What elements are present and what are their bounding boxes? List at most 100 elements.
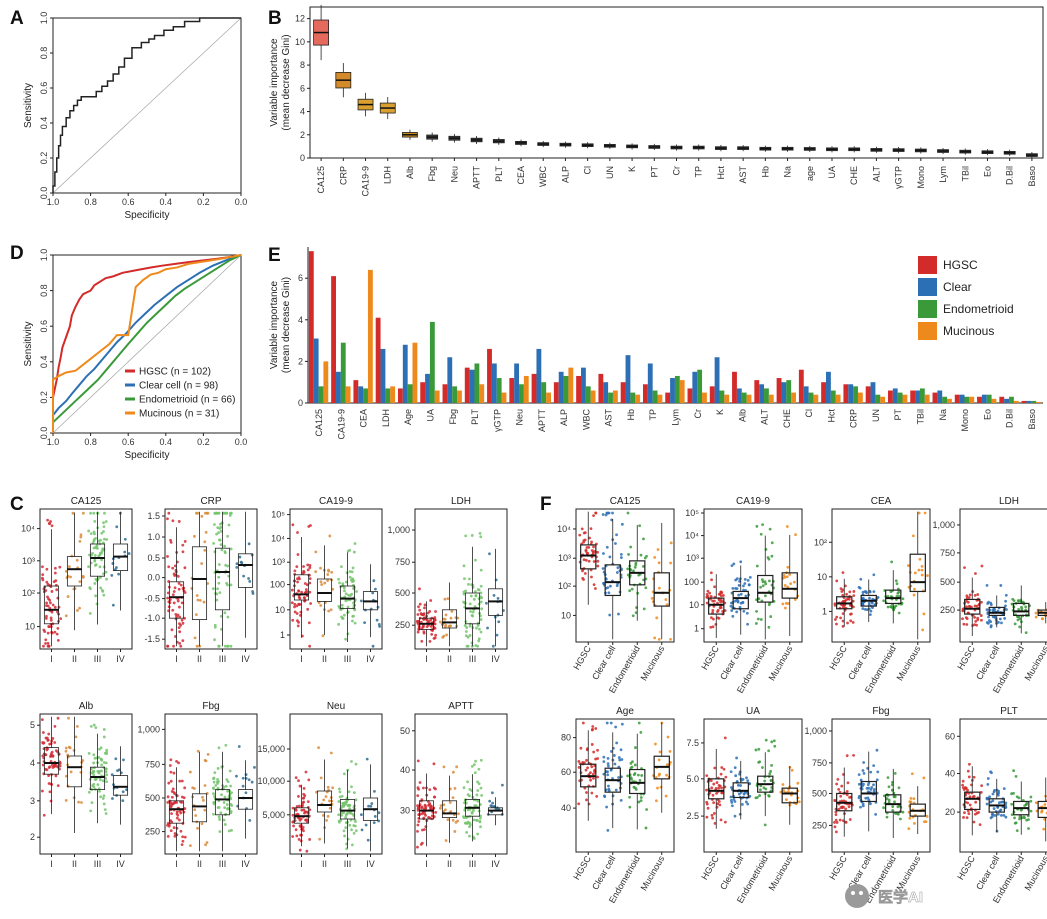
y-tick-label: 10	[25, 622, 35, 632]
data-point	[834, 818, 838, 822]
data-point	[169, 819, 173, 823]
data-point	[961, 786, 965, 790]
data-point	[584, 558, 588, 562]
data-point	[45, 567, 49, 571]
data-point	[364, 823, 368, 827]
data-point	[1004, 801, 1008, 805]
data-point	[619, 556, 623, 559]
data-point	[171, 566, 175, 570]
bar-endometrioid	[318, 386, 324, 403]
data-point	[169, 770, 173, 774]
data-point	[965, 594, 969, 598]
data-point	[1029, 799, 1033, 803]
data-point	[346, 804, 350, 807]
data-point	[183, 807, 187, 810]
data-point	[486, 626, 489, 630]
data-point	[748, 575, 752, 579]
data-point	[178, 615, 182, 619]
bar-endometrioid	[385, 388, 391, 403]
data-point	[1027, 827, 1030, 830]
data-point	[592, 545, 595, 549]
data-point	[718, 803, 722, 807]
x-tick-label: HGSC	[827, 854, 849, 882]
data-point	[468, 834, 471, 838]
data-point	[351, 614, 355, 618]
bar-hgsc	[642, 384, 648, 403]
data-point	[869, 802, 872, 806]
data-point	[98, 551, 102, 555]
bar-clear	[781, 382, 787, 403]
data-point	[71, 511, 75, 515]
data-point	[719, 600, 722, 604]
data-point	[713, 766, 717, 770]
data-point	[865, 786, 869, 790]
y-tick-label: 0	[300, 153, 305, 163]
data-point	[218, 527, 222, 530]
data-point	[739, 601, 743, 605]
data-point	[225, 803, 229, 806]
bar-hgsc	[709, 386, 715, 403]
data-point	[306, 568, 310, 572]
data-point	[172, 644, 175, 648]
data-point	[875, 778, 879, 782]
x-tick-label: Alb	[737, 409, 747, 422]
data-point	[491, 801, 495, 805]
data-point	[295, 604, 299, 608]
data-point	[992, 807, 996, 810]
data-point	[170, 628, 174, 632]
data-point	[50, 763, 54, 767]
data-point	[465, 830, 469, 834]
data-point	[444, 808, 447, 812]
data-point	[745, 776, 748, 780]
data-point	[41, 573, 45, 577]
data-point	[93, 554, 97, 557]
data-point	[764, 787, 768, 791]
data-point	[980, 618, 983, 622]
group-box	[168, 800, 185, 824]
data-point	[223, 795, 227, 799]
y-tick-label: 1,000	[387, 525, 410, 535]
y-tick-label: 1.0	[147, 532, 160, 542]
data-point	[737, 593, 741, 597]
data-point	[87, 529, 91, 533]
data-point	[177, 587, 181, 591]
data-point	[882, 806, 886, 810]
data-point	[913, 821, 916, 825]
data-point	[111, 603, 115, 607]
data-point	[100, 763, 104, 767]
data-point	[308, 577, 312, 581]
data-point	[99, 795, 103, 799]
data-point	[869, 788, 873, 791]
data-point	[590, 765, 594, 769]
data-point	[50, 750, 54, 754]
data-point	[450, 610, 454, 613]
data-point	[738, 605, 742, 609]
data-point	[100, 769, 103, 773]
y-tick-label: 8	[300, 60, 305, 70]
data-point	[973, 593, 977, 597]
x-tick-label: CEA	[359, 409, 369, 428]
data-point	[444, 613, 448, 617]
data-point	[583, 531, 587, 535]
data-point	[868, 613, 872, 617]
data-point	[759, 618, 763, 621]
data-point	[479, 786, 483, 790]
data-point	[445, 633, 448, 637]
data-point	[188, 770, 192, 774]
data-point	[973, 812, 977, 816]
y-tick-label: 0.4	[39, 117, 49, 130]
bar-hgsc	[464, 367, 470, 403]
data-point	[94, 545, 98, 549]
data-point	[841, 593, 845, 597]
data-point	[308, 644, 312, 648]
data-point	[215, 592, 219, 596]
y-axis-title: (mean decrease Gini)	[281, 277, 292, 373]
data-point	[181, 835, 185, 839]
data-point	[218, 830, 222, 833]
subplot-title: LDH	[999, 496, 1019, 507]
data-point	[174, 613, 178, 616]
data-point	[462, 564, 466, 568]
data-point	[841, 588, 845, 592]
y-tick-label: 1	[280, 630, 285, 640]
